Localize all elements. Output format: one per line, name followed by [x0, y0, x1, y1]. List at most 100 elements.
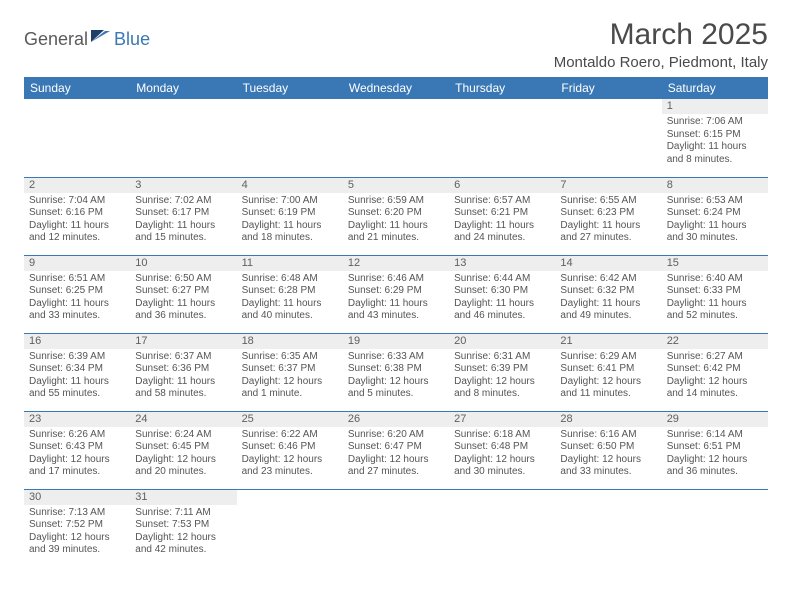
calendar-day: 2Sunrise: 7:04 AMSunset: 6:16 PMDaylight…	[24, 177, 130, 255]
sunrise-line: Sunrise: 6:22 AM	[242, 429, 338, 442]
day-details: Sunrise: 6:37 AMSunset: 6:36 PMDaylight:…	[130, 349, 236, 404]
daylight-line: Daylight: 12 hours and 1 minute.	[242, 376, 338, 401]
sunrise-line: Sunrise: 6:18 AM	[454, 429, 550, 442]
sunrise-line: Sunrise: 7:04 AM	[29, 195, 125, 208]
calendar-day-empty	[662, 489, 768, 567]
calendar-day-empty	[343, 99, 449, 177]
sunrise-line: Sunrise: 6:53 AM	[667, 195, 763, 208]
day-number: 22	[662, 334, 768, 349]
sunset-line: Sunset: 6:33 PM	[667, 285, 763, 298]
daylight-line: Daylight: 12 hours and 14 minutes.	[667, 376, 763, 401]
day-number: 28	[555, 412, 661, 427]
sunrise-line: Sunrise: 6:14 AM	[667, 429, 763, 442]
calendar-day: 30Sunrise: 7:13 AMSunset: 7:52 PMDayligh…	[24, 489, 130, 567]
sunset-line: Sunset: 6:28 PM	[242, 285, 338, 298]
calendar-day: 15Sunrise: 6:40 AMSunset: 6:33 PMDayligh…	[662, 255, 768, 333]
day-number: 21	[555, 334, 661, 349]
calendar-body: 1Sunrise: 7:06 AMSunset: 6:15 PMDaylight…	[24, 99, 768, 567]
daylight-line: Daylight: 12 hours and 27 minutes.	[348, 454, 444, 479]
sunset-line: Sunset: 6:30 PM	[454, 285, 550, 298]
sunset-line: Sunset: 6:20 PM	[348, 207, 444, 220]
daylight-line: Daylight: 12 hours and 36 minutes.	[667, 454, 763, 479]
day-number: 19	[343, 334, 449, 349]
day-details: Sunrise: 7:13 AMSunset: 7:52 PMDaylight:…	[24, 505, 130, 560]
day-details: Sunrise: 6:48 AMSunset: 6:28 PMDaylight:…	[237, 271, 343, 326]
day-details: Sunrise: 6:14 AMSunset: 6:51 PMDaylight:…	[662, 427, 768, 482]
month-title: March 2025	[554, 18, 768, 52]
calendar-day: 12Sunrise: 6:46 AMSunset: 6:29 PMDayligh…	[343, 255, 449, 333]
calendar-day: 17Sunrise: 6:37 AMSunset: 6:36 PMDayligh…	[130, 333, 236, 411]
calendar-day: 9Sunrise: 6:51 AMSunset: 6:25 PMDaylight…	[24, 255, 130, 333]
daylight-line: Daylight: 11 hours and 12 minutes.	[29, 220, 125, 245]
dayname-header: Monday	[130, 77, 236, 99]
day-number: 3	[130, 178, 236, 193]
day-number: 29	[662, 412, 768, 427]
day-details: Sunrise: 6:22 AMSunset: 6:46 PMDaylight:…	[237, 427, 343, 482]
daylight-line: Daylight: 12 hours and 42 minutes.	[135, 532, 231, 557]
day-details: Sunrise: 6:27 AMSunset: 6:42 PMDaylight:…	[662, 349, 768, 404]
sunrise-line: Sunrise: 6:57 AM	[454, 195, 550, 208]
daylight-line: Daylight: 11 hours and 55 minutes.	[29, 376, 125, 401]
calendar-day: 26Sunrise: 6:20 AMSunset: 6:47 PMDayligh…	[343, 411, 449, 489]
day-details: Sunrise: 6:46 AMSunset: 6:29 PMDaylight:…	[343, 271, 449, 326]
sunset-line: Sunset: 6:50 PM	[560, 441, 656, 454]
sunrise-line: Sunrise: 6:46 AM	[348, 273, 444, 286]
sunrise-line: Sunrise: 7:13 AM	[29, 507, 125, 520]
sunrise-line: Sunrise: 6:39 AM	[29, 351, 125, 364]
daylight-line: Daylight: 11 hours and 49 minutes.	[560, 298, 656, 323]
calendar-day: 14Sunrise: 6:42 AMSunset: 6:32 PMDayligh…	[555, 255, 661, 333]
calendar-day-empty	[343, 489, 449, 567]
sunrise-line: Sunrise: 6:26 AM	[29, 429, 125, 442]
sunrise-line: Sunrise: 7:00 AM	[242, 195, 338, 208]
day-number: 31	[130, 490, 236, 505]
sunrise-line: Sunrise: 6:16 AM	[560, 429, 656, 442]
brand-name-1: General	[24, 29, 88, 50]
day-number: 14	[555, 256, 661, 271]
daylight-line: Daylight: 11 hours and 40 minutes.	[242, 298, 338, 323]
day-details: Sunrise: 6:42 AMSunset: 6:32 PMDaylight:…	[555, 271, 661, 326]
dayname-header: Wednesday	[343, 77, 449, 99]
daylight-line: Daylight: 11 hours and 36 minutes.	[135, 298, 231, 323]
day-details: Sunrise: 7:02 AMSunset: 6:17 PMDaylight:…	[130, 193, 236, 248]
daylight-line: Daylight: 12 hours and 39 minutes.	[29, 532, 125, 557]
calendar-day-empty	[555, 489, 661, 567]
daylight-line: Daylight: 12 hours and 33 minutes.	[560, 454, 656, 479]
calendar-day: 8Sunrise: 6:53 AMSunset: 6:24 PMDaylight…	[662, 177, 768, 255]
sunset-line: Sunset: 6:43 PM	[29, 441, 125, 454]
location-subtitle: Montaldo Roero, Piedmont, Italy	[554, 54, 768, 71]
dayname-header: Sunday	[24, 77, 130, 99]
sunset-line: Sunset: 6:25 PM	[29, 285, 125, 298]
calendar-day: 5Sunrise: 6:59 AMSunset: 6:20 PMDaylight…	[343, 177, 449, 255]
calendar-day: 19Sunrise: 6:33 AMSunset: 6:38 PMDayligh…	[343, 333, 449, 411]
sunrise-line: Sunrise: 6:50 AM	[135, 273, 231, 286]
flag-icon	[91, 28, 111, 49]
sunset-line: Sunset: 6:19 PM	[242, 207, 338, 220]
dayname-header: Friday	[555, 77, 661, 99]
day-number: 17	[130, 334, 236, 349]
sunset-line: Sunset: 6:23 PM	[560, 207, 656, 220]
calendar-day: 25Sunrise: 6:22 AMSunset: 6:46 PMDayligh…	[237, 411, 343, 489]
daylight-line: Daylight: 11 hours and 33 minutes.	[29, 298, 125, 323]
sunrise-line: Sunrise: 6:20 AM	[348, 429, 444, 442]
header-row: General Blue March 2025 Montaldo Roero, …	[24, 18, 768, 71]
day-number: 23	[24, 412, 130, 427]
day-details: Sunrise: 7:04 AMSunset: 6:16 PMDaylight:…	[24, 193, 130, 248]
day-number: 13	[449, 256, 555, 271]
sunrise-line: Sunrise: 7:11 AM	[135, 507, 231, 520]
calendar-day: 18Sunrise: 6:35 AMSunset: 6:37 PMDayligh…	[237, 333, 343, 411]
sunrise-line: Sunrise: 6:59 AM	[348, 195, 444, 208]
calendar-day: 4Sunrise: 7:00 AMSunset: 6:19 PMDaylight…	[237, 177, 343, 255]
calendar-week: 9Sunrise: 6:51 AMSunset: 6:25 PMDaylight…	[24, 255, 768, 333]
day-number: 11	[237, 256, 343, 271]
sunrise-line: Sunrise: 6:35 AM	[242, 351, 338, 364]
day-number: 5	[343, 178, 449, 193]
calendar-day: 11Sunrise: 6:48 AMSunset: 6:28 PMDayligh…	[237, 255, 343, 333]
sunset-line: Sunset: 6:51 PM	[667, 441, 763, 454]
sunset-line: Sunset: 6:46 PM	[242, 441, 338, 454]
calendar-day: 20Sunrise: 6:31 AMSunset: 6:39 PMDayligh…	[449, 333, 555, 411]
sunrise-line: Sunrise: 6:37 AM	[135, 351, 231, 364]
calendar-day: 13Sunrise: 6:44 AMSunset: 6:30 PMDayligh…	[449, 255, 555, 333]
calendar-week: 16Sunrise: 6:39 AMSunset: 6:34 PMDayligh…	[24, 333, 768, 411]
title-block: March 2025 Montaldo Roero, Piedmont, Ita…	[554, 18, 768, 71]
calendar-day-empty	[449, 489, 555, 567]
